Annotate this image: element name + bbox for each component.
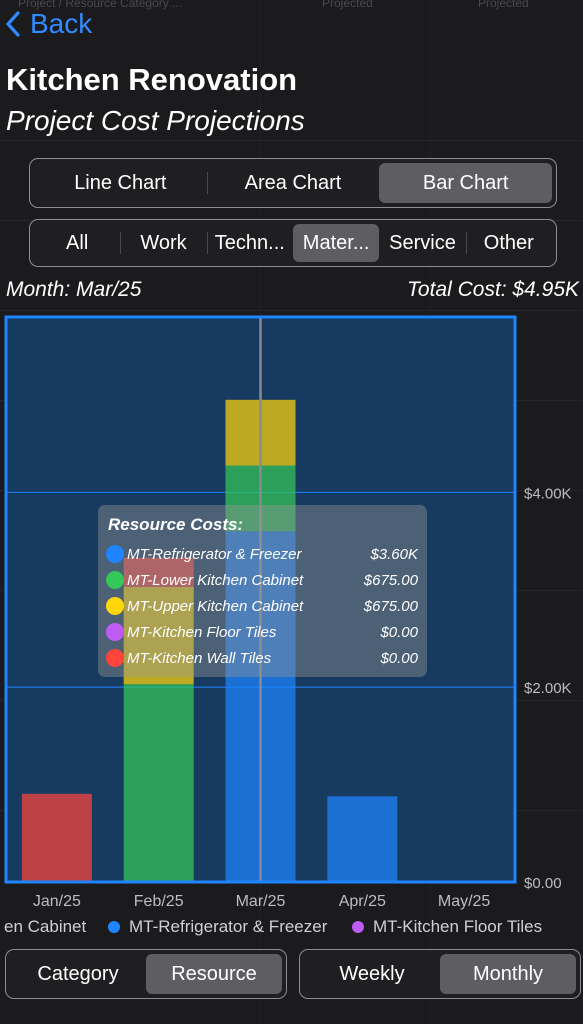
bar-segment bbox=[123, 557, 194, 587]
y-tick-label: $4.00K bbox=[524, 485, 572, 502]
chevron-left-icon bbox=[6, 11, 20, 37]
legend-color-dot bbox=[352, 921, 364, 933]
y-tick-label: $2.00K bbox=[524, 680, 572, 697]
chart-legend: en Cabinet MT-Refrigerator & Freezer MT-… bbox=[0, 917, 583, 939]
tooltip-resource-name: MT-Refrigerator & Freezer bbox=[127, 545, 302, 563]
tab-category[interactable]: Category bbox=[37, 962, 119, 985]
period-segmented-control: Weekly Monthly bbox=[299, 949, 581, 999]
tooltip-row: MT-Kitchen Wall Tiles $0.00 bbox=[106, 647, 418, 669]
resource-costs-tooltip: Resource Costs: MT-Refrigerator & Freeze… bbox=[98, 505, 427, 677]
legend-label: en Cabinet bbox=[4, 917, 87, 936]
legend-label: MT-Refrigerator & Freezer bbox=[129, 917, 328, 936]
x-tick-label: Mar/25 bbox=[236, 893, 286, 910]
tab-material[interactable]: Mater... bbox=[292, 224, 380, 262]
series-color-dot bbox=[106, 571, 124, 589]
total-cost-label: Total Cost: $4.95K bbox=[407, 278, 579, 301]
tooltip-row: MT-Kitchen Floor Tiles $0.00 bbox=[106, 621, 418, 643]
selected-month-label: Month: Mar/25 bbox=[6, 278, 142, 301]
series-color-dot bbox=[106, 597, 124, 615]
category-segmented-control: All Work Techn... Mater... Service Other bbox=[29, 219, 557, 267]
series-color-dot bbox=[106, 649, 124, 667]
chart-type-segmented-control: Line Chart Area Chart Bar Chart bbox=[29, 158, 557, 208]
page-subtitle: Project Cost Projections bbox=[6, 105, 305, 136]
tooltip-row: MT-Upper Kitchen Cabinet $675.00 bbox=[106, 595, 418, 617]
plot-border bbox=[4, 315, 517, 884]
tab-resource[interactable]: Resource bbox=[146, 954, 282, 994]
bar-segment bbox=[123, 586, 194, 685]
tooltip-resource-value: $0.00 bbox=[380, 623, 418, 641]
tooltip-resource-value: $675.00 bbox=[363, 597, 418, 615]
bar-segment bbox=[21, 793, 92, 882]
tab-other[interactable]: Other bbox=[465, 224, 552, 262]
x-tick-label: Apr/25 bbox=[339, 893, 386, 910]
tab-work[interactable]: Work bbox=[120, 224, 206, 262]
tooltip-row: MT-Refrigerator & Freezer $3.60K bbox=[106, 543, 418, 565]
tab-all[interactable]: All bbox=[66, 231, 89, 254]
bar-segment bbox=[123, 684, 194, 882]
series-color-dot bbox=[106, 623, 124, 641]
legend-color-dot bbox=[108, 921, 120, 933]
tab-weekly[interactable]: Weekly bbox=[339, 962, 405, 985]
page-title: Kitchen Renovation bbox=[6, 62, 298, 97]
tab-area-chart[interactable]: Area Chart bbox=[206, 163, 380, 203]
back-label: Back bbox=[30, 8, 93, 39]
tooltip-resource-value: $675.00 bbox=[363, 571, 418, 589]
grouping-segmented-control: Category Resource bbox=[5, 949, 287, 999]
tooltip-resource-value: $3.60K bbox=[370, 545, 418, 563]
tab-technician[interactable]: Techn... bbox=[206, 224, 293, 262]
x-tick-label: Jan/25 bbox=[33, 893, 81, 910]
legend-item: MT-Kitchen Floor Tiles bbox=[352, 917, 542, 937]
tab-bar-chart[interactable]: Bar Chart bbox=[379, 163, 553, 203]
tooltip-resource-name: MT-Lower Kitchen Cabinet bbox=[127, 571, 304, 589]
x-tick-label: May/25 bbox=[438, 893, 491, 910]
x-tick-label: Feb/25 bbox=[134, 893, 184, 910]
series-color-dot bbox=[106, 545, 124, 563]
tab-monthly[interactable]: Monthly bbox=[440, 954, 576, 994]
tooltip-title: Resource Costs: bbox=[108, 515, 244, 534]
tab-service[interactable]: Service bbox=[389, 231, 456, 254]
stacked-bar-chart[interactable]: $0.00 $2.00K $4.00K Jan/25 Feb/25 Mar/25 Apr/2… bbox=[0, 300, 583, 912]
tooltip-resource-name: MT-Kitchen Floor Tiles bbox=[127, 623, 277, 641]
tooltip-row: MT-Lower Kitchen Cabinet $675.00 bbox=[106, 569, 418, 591]
y-tick-label: $0.00 bbox=[524, 875, 562, 892]
tab-line-chart[interactable]: Line Chart bbox=[74, 171, 167, 194]
tooltip-resource-value: $0.00 bbox=[380, 649, 418, 667]
background-header-text: Projected bbox=[322, 0, 373, 10]
background-header-text: Projected bbox=[478, 0, 529, 10]
legend-item: en Cabinet bbox=[4, 917, 86, 937]
legend-label: MT-Kitchen Floor Tiles bbox=[373, 917, 543, 936]
tooltip-resource-name: MT-Kitchen Wall Tiles bbox=[127, 649, 272, 667]
back-button[interactable]: Back bbox=[6, 8, 92, 40]
bar-segment bbox=[327, 796, 398, 882]
legend-item: MT-Refrigerator & Freezer bbox=[108, 917, 327, 937]
tooltip-resource-name: MT-Upper Kitchen Cabinet bbox=[127, 597, 304, 615]
